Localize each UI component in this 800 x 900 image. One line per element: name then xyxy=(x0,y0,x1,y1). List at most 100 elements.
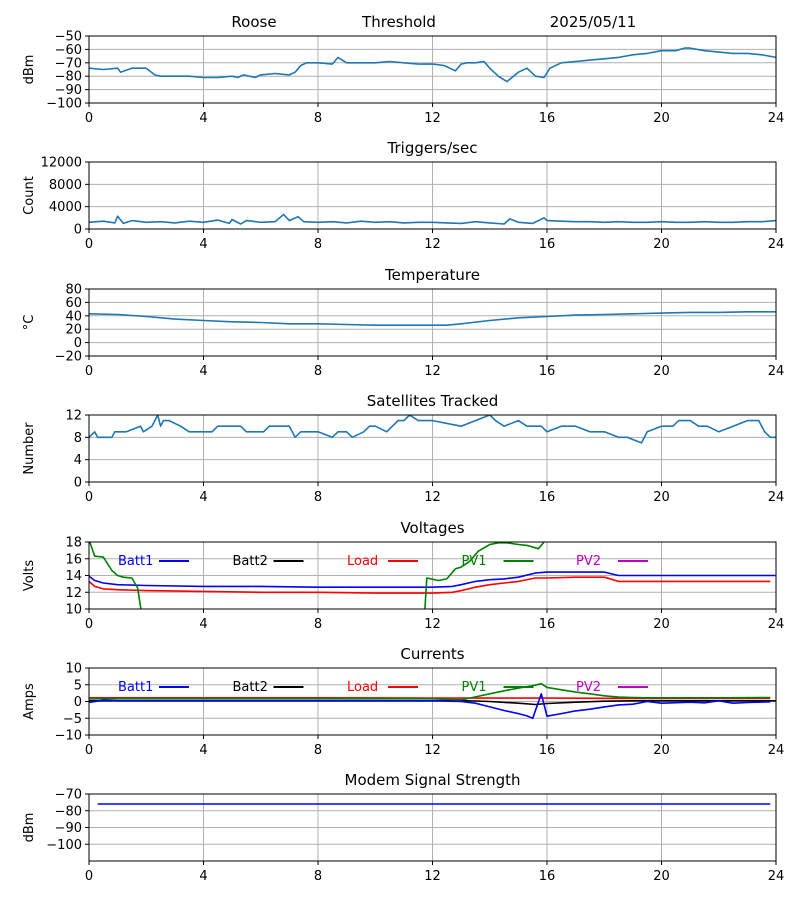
chart-title: Temperature xyxy=(384,266,480,284)
legend-label-load: Load xyxy=(347,554,378,569)
x-tick-label: 8 xyxy=(314,237,322,252)
x-tick-label: 24 xyxy=(768,237,785,252)
x-tick-label: 20 xyxy=(653,869,670,884)
chart-currents: 0 4 8 12 16 20 24 −10 −5 0 510 Currents Amps Batt1 Bat… xyxy=(22,645,784,758)
chart-title: Triggers/sec xyxy=(387,139,478,157)
y-axis-label: Count xyxy=(22,176,37,215)
chart-signal: 0 4 8 12 16 20 24 −100−90−80−70−60−50 dBm xyxy=(22,30,784,127)
legend-label-batt2: Batt2 xyxy=(233,680,268,695)
x-tick-label: 24 xyxy=(768,617,785,632)
x-tick-label: 16 xyxy=(539,743,556,758)
x-tick-label: 8 xyxy=(314,743,322,758)
y-tick-label: 60 xyxy=(65,296,82,311)
x-tick-label: 8 xyxy=(314,111,322,126)
x-tick-label: 12 xyxy=(424,237,441,252)
y-tick-label: 14 xyxy=(65,569,82,584)
x-tick-label: 8 xyxy=(314,364,322,379)
chart-title: Modem Signal Strength xyxy=(345,771,521,789)
series-line-satellites xyxy=(89,415,776,444)
y-tick-label: −10 xyxy=(55,729,82,744)
y-tick-label: −80 xyxy=(55,804,82,819)
legend-label-batt2: Batt2 xyxy=(233,554,268,569)
y-tick-label: 0 xyxy=(74,695,82,710)
x-tick-label: 24 xyxy=(768,111,785,126)
series-line-batt1 xyxy=(89,692,771,720)
x-tick-label: 20 xyxy=(653,364,670,379)
legend-label-pv1: PV1 xyxy=(462,680,487,695)
x-tick-label: 0 xyxy=(85,364,93,379)
x-tick-label: 0 xyxy=(85,743,93,758)
y-axis-label: Number xyxy=(22,422,37,475)
y-tick-label: 16 xyxy=(65,552,82,567)
y-tick-label: 8 xyxy=(74,431,82,446)
series-line-pv1 xyxy=(89,542,545,609)
y-tick-label: 4 xyxy=(74,453,82,468)
y-axis-label: °C xyxy=(22,315,37,331)
x-tick-label: 4 xyxy=(199,237,207,252)
x-tick-label: 24 xyxy=(768,490,785,505)
y-tick-label: 4000 xyxy=(49,200,82,215)
y-tick-label: 0 xyxy=(74,223,82,238)
y-tick-label: −50 xyxy=(55,30,82,45)
x-tick-label: 4 xyxy=(199,743,207,758)
x-tick-label: 16 xyxy=(539,869,556,884)
legend-label-batt1: Batt1 xyxy=(118,554,153,569)
x-tick-label: 4 xyxy=(199,617,207,632)
x-tick-label: 20 xyxy=(653,743,670,758)
legend-label-pv1: PV1 xyxy=(462,554,487,569)
y-tick-label: 12 xyxy=(65,409,82,424)
x-tick-label: 12 xyxy=(424,111,441,126)
x-tick-label: 4 xyxy=(199,869,207,884)
legend-label-batt1: Batt1 xyxy=(118,680,153,695)
chart-title: Voltages xyxy=(400,519,464,537)
y-axis-label: Amps xyxy=(22,683,37,720)
chart-modem: 0 4 8 12 16 20 24 −100 −90 −80−70 Modem Signal Str… xyxy=(22,771,784,884)
y-tick-label: 40 xyxy=(65,309,82,324)
chart-title: Currents xyxy=(400,645,464,663)
x-tick-label: 0 xyxy=(85,869,93,884)
y-tick-label: −100 xyxy=(46,838,82,853)
y-axis-label: dBm xyxy=(22,55,37,85)
y-axis-label: dBm xyxy=(22,813,37,843)
x-tick-label: 0 xyxy=(85,111,93,126)
legend-label-pv2: PV2 xyxy=(576,554,601,569)
legend-label-pv2: PV2 xyxy=(576,680,601,695)
x-tick-label: 20 xyxy=(653,490,670,505)
x-tick-label: 4 xyxy=(199,111,207,126)
x-tick-label: 16 xyxy=(539,617,556,632)
x-tick-label: 4 xyxy=(199,364,207,379)
y-tick-label: 20 xyxy=(65,323,82,338)
series-line-batt2 xyxy=(89,699,776,706)
series-line-batt1 xyxy=(89,571,776,589)
series-line-signal xyxy=(89,47,776,83)
y-tick-label: 8000 xyxy=(49,178,82,193)
x-tick-label: 12 xyxy=(424,869,441,884)
x-tick-label: 12 xyxy=(424,743,441,758)
y-tick-label: 0 xyxy=(74,336,82,351)
y-tick-label: −60 xyxy=(55,43,82,58)
y-tick-label: −90 xyxy=(55,821,82,836)
x-tick-label: 4 xyxy=(199,490,207,505)
y-tick-label: 12 xyxy=(65,586,82,601)
y-tick-label: 80 xyxy=(65,283,82,298)
series-line-temperature xyxy=(89,310,776,327)
y-tick-label: −70 xyxy=(55,56,82,71)
y-tick-label: 10 xyxy=(65,662,82,677)
y-tick-label: 12000 xyxy=(41,156,82,171)
x-tick-label: 0 xyxy=(85,490,93,505)
chart-satellites: 0 4 8 12 16 20 24 0 4 8 12 Satellites Tracked Number xyxy=(22,392,784,505)
header-station: Roose xyxy=(231,13,276,31)
x-tick-label: 24 xyxy=(768,869,785,884)
x-tick-label: 24 xyxy=(768,743,785,758)
series-line-pv1 xyxy=(89,682,771,701)
y-tick-label: 0 xyxy=(74,476,82,491)
y-tick-label: −70 xyxy=(55,788,82,803)
x-tick-label: 12 xyxy=(424,364,441,379)
chart-title: Satellites Tracked xyxy=(367,392,498,410)
y-tick-label: −20 xyxy=(55,350,82,365)
y-tick-label: −90 xyxy=(55,83,82,98)
series-line-load xyxy=(89,576,771,594)
x-tick-label: 0 xyxy=(85,617,93,632)
x-tick-label: 8 xyxy=(314,869,322,884)
